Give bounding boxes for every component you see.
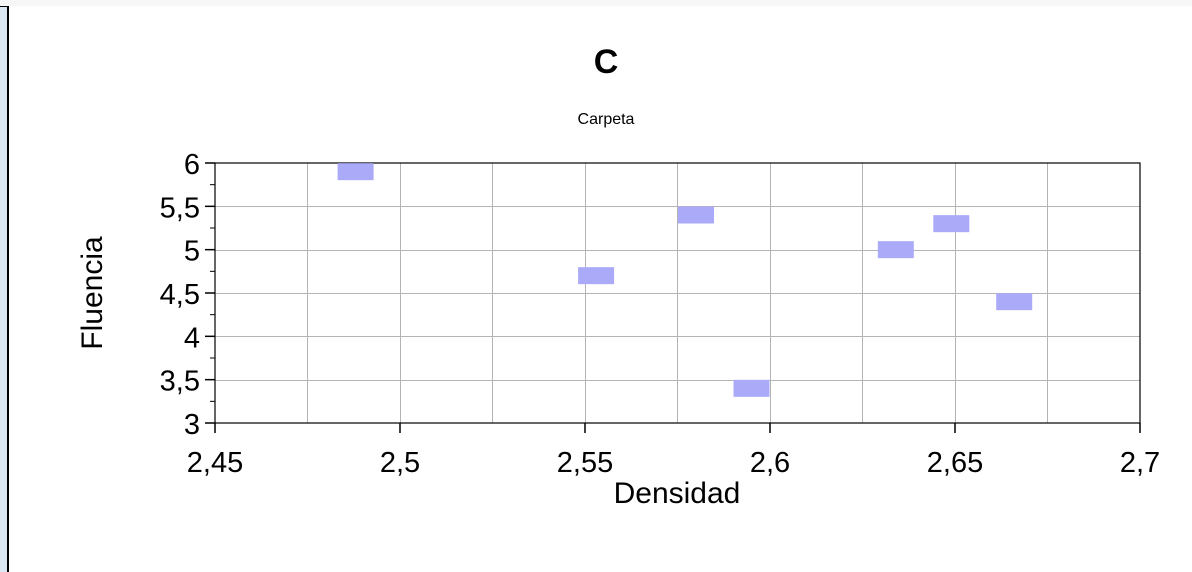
x-tick-label: 2,45 bbox=[187, 447, 243, 479]
chart-panel bbox=[7, 6, 1192, 572]
x-tick-label: 2,6 bbox=[750, 447, 790, 479]
y-tick-label: 4 bbox=[184, 322, 200, 354]
chart-subtitle: Carpeta bbox=[578, 111, 635, 128]
data-point bbox=[337, 163, 374, 181]
x-tick-label: 2,5 bbox=[380, 447, 420, 479]
data-point bbox=[877, 241, 914, 259]
y-tick-label: 5 bbox=[184, 236, 200, 268]
data-point bbox=[678, 206, 714, 224]
x-axis-title: Densidad bbox=[614, 477, 741, 510]
y-tick-label: 3,5 bbox=[160, 366, 200, 398]
data-point bbox=[996, 293, 1033, 311]
y-tick-label: 4,5 bbox=[160, 279, 200, 311]
x-tick-label: 2,55 bbox=[557, 447, 613, 479]
data-point bbox=[578, 267, 615, 285]
y-tick-label: 3 bbox=[184, 409, 200, 441]
y-tick-label: 6 bbox=[184, 149, 200, 181]
chart-title: C bbox=[594, 43, 619, 81]
data-point bbox=[733, 379, 770, 397]
y-tick-label: 5,5 bbox=[160, 192, 200, 224]
y-axis-title: Fluencia bbox=[76, 236, 109, 350]
x-tick-label: 2,7 bbox=[1120, 447, 1160, 479]
data-point bbox=[933, 215, 970, 233]
x-tick-label: 2,65 bbox=[927, 447, 983, 479]
